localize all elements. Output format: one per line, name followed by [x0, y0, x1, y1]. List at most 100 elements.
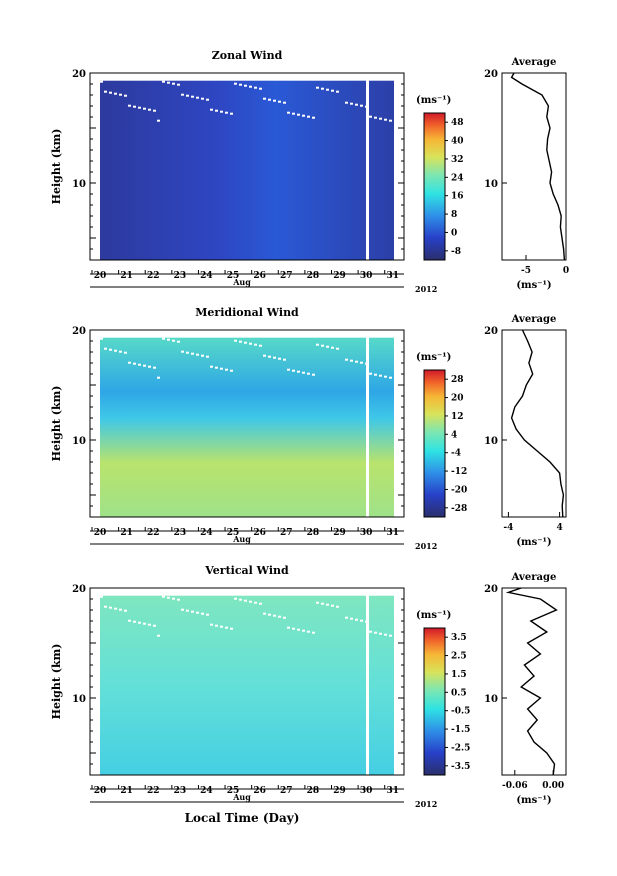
missing-data [206, 355, 209, 358]
missing-data [201, 97, 204, 100]
profile-line [505, 587, 558, 776]
missing-data [148, 108, 151, 111]
panel-3: Vertical Wind 10 20 Height (km) 20 21 22 23 24 25… [50, 564, 567, 809]
missing-data [292, 627, 295, 630]
missing-data [259, 602, 262, 605]
missing-data [374, 116, 377, 119]
colorbar-tick-label: 12 [451, 412, 464, 422]
profile-y-tick-label: 10 [484, 436, 498, 447]
missing-data [119, 93, 122, 96]
missing-data [239, 83, 242, 86]
profile-frame [501, 329, 567, 518]
day-tick-label: 26 [253, 528, 266, 538]
day-tick-label: 26 [253, 271, 266, 281]
colorbar-tick-label: -4 [451, 449, 461, 459]
plot-frame [89, 72, 405, 261]
missing-data [167, 338, 170, 341]
colorbar-tick-label: 4 [451, 430, 457, 440]
day-tick-label: 20 [94, 271, 107, 281]
day-tick-label: 22 [147, 271, 160, 281]
profile-y-tick-label: 10 [484, 694, 498, 705]
profile-y-tick-label: 20 [484, 584, 498, 595]
day-tick-label: 30 [360, 786, 373, 796]
panel-title: Zonal Wind [212, 49, 283, 62]
day-tick-label: 30 [360, 271, 373, 281]
colorbar [423, 369, 446, 518]
missing-data [157, 119, 160, 122]
missing-data [365, 105, 368, 108]
missing-data [114, 349, 117, 352]
missing-data [138, 363, 141, 366]
y-tick-label: 20 [72, 584, 86, 595]
day-tick-label: 28 [307, 271, 320, 281]
missing-data [249, 600, 252, 603]
missing-data [100, 80, 103, 83]
missing-data [326, 603, 329, 606]
day-tick-label: 26 [253, 786, 266, 796]
y-axis-label: Height (km) [50, 386, 63, 462]
colorbar-tick-label: 0 [451, 228, 457, 238]
profile-x-label: (ms⁻¹) [516, 280, 551, 291]
colorbar-unit: (ms⁻¹) [416, 95, 451, 106]
y-tick-label: 10 [72, 436, 86, 447]
missing-data [360, 619, 363, 622]
profile-x-tick-label: 4 [556, 523, 562, 533]
missing-data [350, 102, 353, 105]
colorbar-tick-label: -2.5 [451, 743, 470, 753]
missing-data [172, 82, 175, 85]
missing-data [287, 626, 290, 629]
year-label: 2012 [415, 541, 437, 551]
colorbar-unit: (ms⁻¹) [416, 352, 451, 363]
colorbar-tick-label: 20 [451, 394, 464, 404]
missing-data [350, 359, 353, 362]
missing-data [239, 340, 242, 343]
profile-title: Average [511, 572, 557, 583]
missing-data [119, 608, 122, 611]
day-tick-label: 20 [94, 528, 107, 538]
missing-data [369, 630, 372, 633]
missing-data [331, 604, 334, 607]
missing-data [201, 354, 204, 357]
missing-data [104, 605, 107, 608]
missing-data [302, 371, 305, 374]
missing-data [138, 106, 141, 109]
missing-data [297, 113, 300, 116]
missing-data [389, 634, 392, 637]
colorbar-unit: (ms⁻¹) [416, 610, 451, 621]
colorbar-tick-label: 2.5 [451, 652, 467, 662]
colorbar-tick-label: 1.5 [451, 670, 467, 680]
missing-data [287, 111, 290, 114]
missing-data [263, 354, 266, 357]
missing-data [100, 337, 103, 340]
missing-data [283, 358, 286, 361]
missing-data [244, 341, 247, 344]
y-tick-label: 20 [72, 326, 86, 337]
missing-data [321, 344, 324, 347]
missing-data [109, 348, 112, 351]
missing-data [268, 355, 271, 358]
day-tick-label: 21 [120, 786, 133, 796]
missing-data [119, 350, 122, 353]
missing-data [128, 104, 131, 107]
day-tick-label: 22 [147, 528, 160, 538]
colorbar-tick-label: -3.5 [451, 762, 470, 772]
missing-data [287, 368, 290, 371]
missing-data [133, 362, 136, 365]
colorbar-tick-label: 48 [451, 118, 464, 128]
data-gap [366, 335, 369, 517]
missing-data [196, 96, 199, 99]
y-tick-label: 10 [72, 179, 86, 190]
missing-data [234, 339, 237, 342]
missing-data [336, 347, 339, 350]
missing-data [254, 601, 257, 604]
year-label: 2012 [415, 799, 437, 809]
profile-frame [501, 587, 567, 776]
missing-data [181, 93, 184, 96]
missing-data [379, 632, 382, 635]
missing-data [225, 368, 228, 371]
profile-title: Average [511, 314, 557, 325]
day-tick-label: 24 [200, 528, 213, 538]
day-tick-label: 31 [386, 786, 399, 796]
missing-data [124, 94, 127, 97]
